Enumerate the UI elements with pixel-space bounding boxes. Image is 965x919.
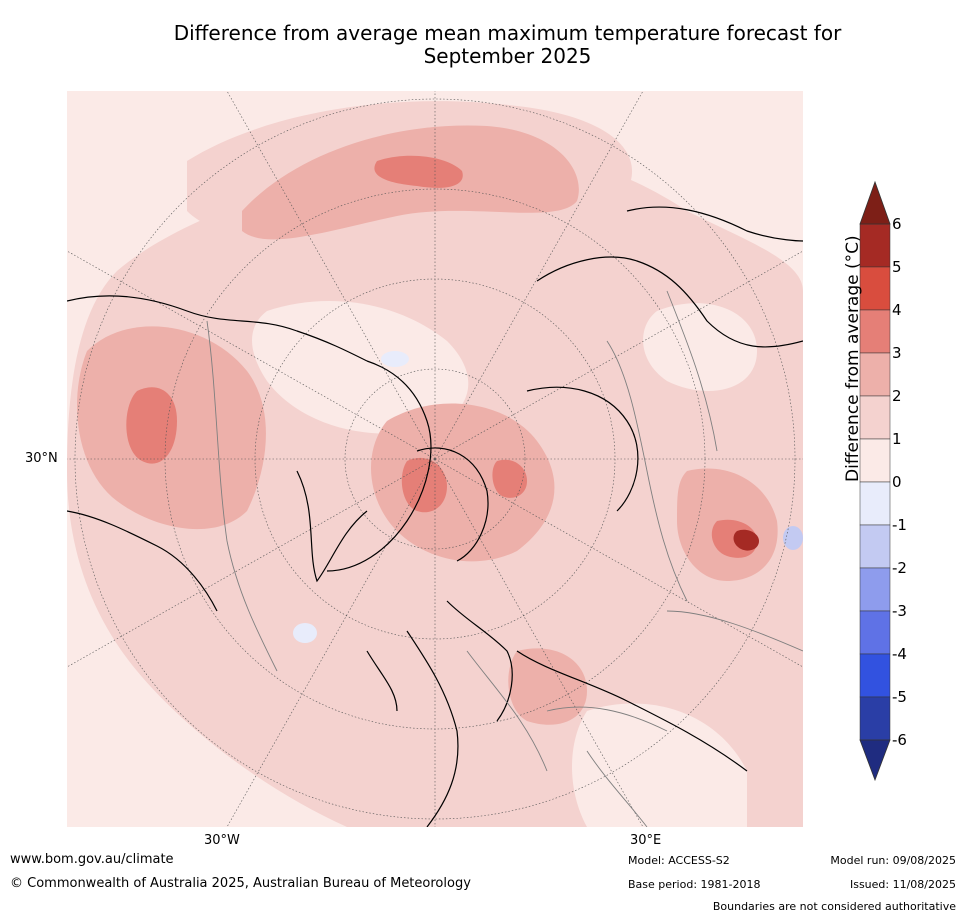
colorbar-tick-label: 0 <box>892 473 902 491</box>
lon-label-30w: 30°W <box>204 833 240 848</box>
colorbar-tick-label: 1 <box>892 430 902 448</box>
graticule <box>67 91 803 827</box>
colorbar-tick-label: 4 <box>892 301 902 319</box>
colorbar-segment <box>859 266 891 311</box>
lat-label-30n: 30°N <box>25 451 58 466</box>
colorbar-tick-label: 5 <box>892 258 902 276</box>
colorbar-tick-label: -5 <box>892 688 907 706</box>
colorbar-segment <box>859 438 891 483</box>
colorbar-tick-label: -3 <box>892 602 907 620</box>
colorbar-tick-label: -2 <box>892 559 907 577</box>
footer-website: www.bom.gov.au/climate <box>10 852 174 867</box>
colorbar-segment <box>859 567 891 612</box>
anomaly-near-zero-patch-south <box>572 703 747 827</box>
coastlines <box>67 206 803 827</box>
footer-model: Model: ACCESS-S2 <box>628 854 730 867</box>
map-title-line2: September 2025 <box>423 44 592 68</box>
colorbar-segment <box>859 223 891 268</box>
colorbar-tick-label: 3 <box>892 344 902 362</box>
anomaly-hotspot <box>733 529 759 551</box>
anomaly-cool-patch-east <box>783 526 803 550</box>
anomaly-band-3-4-north <box>374 155 463 188</box>
lon-label-30e: 30°E <box>630 833 662 848</box>
footer-model-run: Model run: 09/08/2025 <box>830 854 956 867</box>
footer-copyright: © Commonwealth of Australia 2025, Austra… <box>10 876 471 891</box>
anomaly-cool-patch <box>293 623 317 643</box>
colorbar-tick-label: 6 <box>892 215 902 233</box>
colorbar-tick-label: -1 <box>892 516 907 534</box>
temperature-anomaly-map <box>67 91 803 827</box>
colorbar-segment <box>859 481 891 526</box>
colorbar-segment <box>859 653 891 698</box>
country-borders <box>206 290 803 827</box>
colorbar-tick-label: -6 <box>892 731 907 749</box>
anomaly-band-3-4-east <box>492 459 527 498</box>
anomaly-band-3-4-alaska <box>126 387 177 464</box>
colorbar-segment <box>859 309 891 354</box>
colorbar-under-arrow <box>859 739 891 782</box>
colorbar <box>859 180 891 782</box>
footer-base-period: Base period: 1981-2018 <box>628 878 761 891</box>
colorbar-segment <box>859 352 891 397</box>
colorbar-segment <box>859 524 891 569</box>
colorbar-tick-label: -4 <box>892 645 907 663</box>
colorbar-title: Difference from average (°C) <box>843 235 863 482</box>
anomaly-cool-patch-arctic <box>381 351 409 367</box>
anomaly-near-zero-patch-east <box>643 303 757 391</box>
colorbar-segment <box>859 395 891 440</box>
footer-issued: Issued: 11/08/2025 <box>849 878 956 891</box>
footer-disclaimer: Boundaries are not considered authoritat… <box>712 900 956 913</box>
anomaly-band-2-3-greenland <box>370 403 555 562</box>
colorbar-segment <box>859 696 891 741</box>
map-title-line1: Difference from average mean maximum tem… <box>173 21 842 45</box>
colorbar-tick-label: 2 <box>892 387 902 405</box>
anomaly-band-2-3-europe <box>508 648 587 725</box>
colorbar-over-arrow <box>859 180 891 225</box>
colorbar-segment <box>859 610 891 655</box>
